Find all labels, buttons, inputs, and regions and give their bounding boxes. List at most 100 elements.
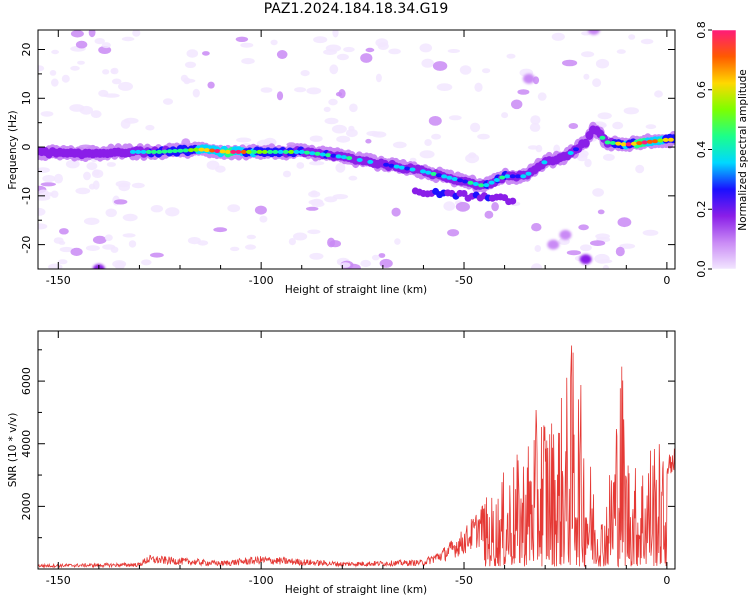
spectrogram-noise-blob	[294, 87, 307, 93]
spectrogram-noise-blob	[394, 238, 401, 245]
spectrogram-noise-blob	[182, 78, 196, 83]
ridge-core	[646, 139, 653, 144]
ridge-core	[129, 149, 136, 154]
spectrogram-noise-blob	[128, 240, 137, 248]
spectrogram-noise-blob	[165, 207, 180, 217]
y-tick-label: 0	[20, 144, 33, 151]
spectrogram-noise-blob	[186, 49, 199, 58]
spectrogram-noise-blob	[612, 121, 624, 130]
spectrogram-noise-blob	[111, 78, 122, 85]
ridge-core	[541, 160, 548, 165]
spectrogram-noise-blob	[91, 169, 104, 178]
ridge-core	[251, 149, 258, 154]
y-tick-label: 10	[20, 91, 33, 105]
ridge-core	[483, 183, 490, 188]
spectrogram-noise-blob	[300, 70, 310, 77]
spectrogram-noise-blob	[419, 150, 435, 159]
spectrogram-noise-blob	[332, 194, 349, 200]
spectrogram-frame	[37, 29, 676, 270]
figure-title: PAZ1.2024.184.18.34.G19	[263, 1, 449, 17]
ridge-core	[493, 178, 500, 182]
spectrogram-noise-blob	[122, 233, 136, 238]
ridge-core	[515, 174, 521, 179]
spectrogram-noise-blob	[110, 246, 119, 253]
ridge-branch	[509, 197, 517, 205]
spectrogram-noise-blob	[517, 89, 530, 95]
spectrogram-noise-blob	[58, 240, 66, 245]
ridge-core	[182, 148, 189, 153]
spectrogram-noise-blob	[61, 74, 70, 83]
spectrogram-noise-blob	[276, 91, 284, 101]
spectrogram-noise-blob	[534, 245, 542, 252]
spectrogram-noise-blob	[90, 110, 102, 118]
spectrogram-noise-blob	[584, 158, 592, 168]
spectrogram-noise-blob	[270, 39, 278, 46]
spectrogram-noise-blob	[432, 61, 448, 71]
x-tick-label: -100	[249, 574, 274, 587]
spectrogram-noise-blob	[118, 182, 130, 192]
ridge-body	[581, 138, 590, 148]
ridge-core	[325, 153, 332, 158]
colorbar-label: Normalized spectral amplitude	[737, 69, 749, 230]
spectrogram-noise-blob	[202, 51, 210, 56]
spectrogram-noise-blob	[38, 207, 46, 216]
spectrogram-noise-blob	[477, 133, 490, 140]
spectrogram-noise-blob	[141, 259, 152, 266]
spectrogram-noise-blob	[428, 116, 442, 126]
ridge-core	[319, 152, 326, 157]
spectrogram-noise-blob	[583, 73, 590, 80]
ridge-core	[383, 162, 390, 167]
ridge-core	[256, 149, 263, 154]
spectrogram-noise-blob	[51, 49, 59, 55]
y-tick-label: 20	[20, 43, 33, 57]
colorbar-gradient-bar	[712, 30, 736, 269]
spectrogram-noise-blob	[366, 130, 381, 137]
ridge-core	[298, 149, 305, 154]
snr-frame	[37, 330, 676, 570]
spectrogram-noise-blob	[501, 112, 509, 119]
spectrogram-noise-blob	[595, 233, 610, 240]
spectrogram-noise-blob	[335, 162, 346, 173]
spectrogram-noise-blob	[360, 53, 373, 63]
spectrogram-noise-blob	[388, 48, 401, 55]
ridge-core	[457, 178, 463, 183]
ridge-core	[652, 139, 659, 144]
spectrogram-noise-blob	[378, 253, 386, 258]
spectrogram-noise-blob	[70, 30, 84, 38]
spectrogram-noise-blob	[628, 34, 636, 40]
spectrogram-noise-blob	[132, 30, 141, 37]
spectrogram-noise-blob	[254, 205, 267, 215]
ridge-core	[203, 148, 210, 153]
ridge-core	[272, 149, 279, 154]
spectrogram-noise-blob	[324, 117, 339, 125]
spectrogram-noise-blob	[484, 210, 494, 219]
ridge-core	[625, 142, 632, 147]
spectrogram-noise-blob	[529, 122, 541, 132]
snr-x-ticks: -150 -100 -50 0	[46, 331, 670, 587]
spectrogram-noise-blob	[105, 208, 117, 218]
ridge-core	[499, 175, 506, 180]
spectrogram-noise-blob	[83, 217, 100, 225]
snr-x-axis-label: Height of straight line (km)	[285, 584, 427, 596]
spectrogram-noise-blob	[75, 187, 91, 195]
spectrogram-feature-blob	[579, 254, 592, 265]
spectrogram-noise-blob	[482, 68, 491, 74]
spectrogram-noise-blob	[38, 189, 49, 196]
spectrogram-noise-blob	[448, 115, 462, 121]
spectrogram-noise-blob	[597, 259, 613, 264]
spectrogram-noise-blob	[70, 65, 80, 71]
y-tick-label: -10	[20, 187, 33, 205]
ridge-core	[177, 148, 184, 153]
spectrogram-noise-blob	[447, 49, 460, 53]
ridge-core	[161, 149, 168, 154]
spectrogram-noise-blob	[375, 73, 382, 83]
ridge-core	[140, 149, 147, 154]
ridge-core	[224, 149, 231, 154]
spectrogram-noise-blob	[213, 227, 228, 233]
spectrogram-feature-blob	[522, 73, 535, 84]
ridge-core	[451, 177, 458, 181]
spectrogram-noise-blob	[103, 93, 120, 98]
spectrogram-noise-blob	[120, 119, 131, 129]
spectrogram-noise-blob	[306, 87, 322, 95]
